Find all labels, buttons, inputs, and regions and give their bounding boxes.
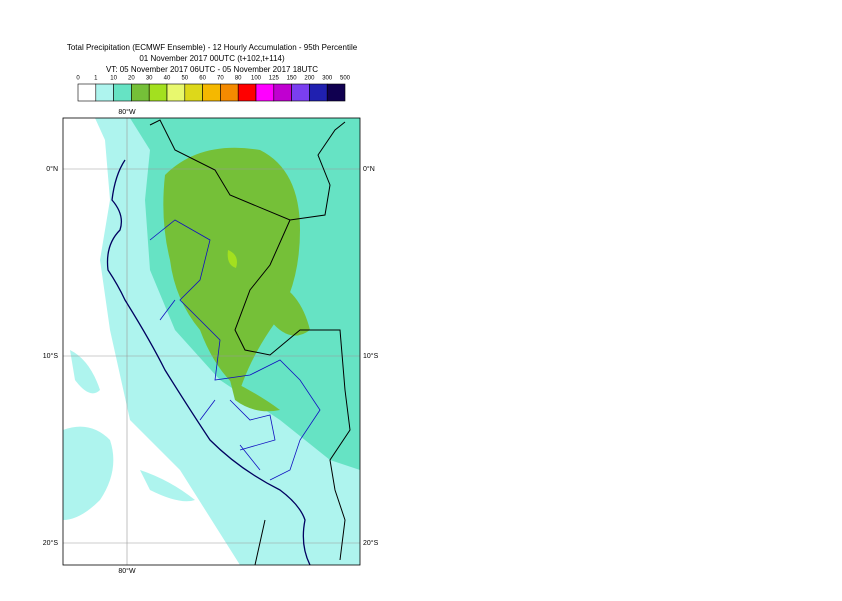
lat-label: 0°N: [363, 165, 375, 173]
lat-label: 20°S: [363, 539, 379, 547]
legend-swatch: [148, 83, 168, 102]
valid-time: VT: 05 November 2017 06UTC - 05 November…: [106, 65, 318, 74]
legend-swatch: [77, 83, 97, 102]
legend-label: 20: [128, 76, 135, 82]
legend-swatch: [166, 83, 186, 102]
legend-label: 40: [164, 76, 171, 82]
base-time: 01 November 2017 00UTC (t+102,t+114): [139, 54, 285, 63]
map: [63, 118, 360, 565]
legend-label: 60: [199, 76, 206, 82]
legend-swatch: [237, 83, 257, 102]
legend-swatch: [273, 83, 292, 102]
legend-swatch: [291, 83, 310, 102]
legend-swatch: [326, 83, 346, 102]
legend-label: 80: [235, 76, 242, 82]
legend-label: 100: [251, 76, 262, 82]
legend-swatch: [95, 83, 114, 102]
title: Total Precipitation (ECMWF Ensemble) - 1…: [67, 43, 358, 52]
legend-label: 30: [146, 76, 153, 82]
lon-label: 80°W: [118, 567, 136, 575]
legend-swatch: [184, 83, 203, 102]
legend-label: 10: [110, 76, 117, 82]
lat-label: 10°S: [363, 352, 379, 360]
legend-label: 200: [304, 76, 315, 82]
lat-label: 20°S: [43, 539, 59, 547]
legend-label: 150: [287, 76, 298, 82]
legend-swatch: [255, 83, 275, 102]
map-frame: [62, 117, 361, 566]
legend-label: 50: [181, 76, 188, 82]
legend-swatch: [202, 83, 221, 102]
legend-label: 70: [217, 76, 224, 82]
lat-label: 10°S: [43, 352, 59, 360]
legend-label: 0: [76, 76, 80, 82]
legend-label: 1: [94, 76, 98, 82]
legend-label: 125: [269, 76, 280, 82]
lon-label: 80°W: [118, 108, 136, 116]
legend-swatch: [113, 83, 132, 102]
legend-swatch: [309, 83, 328, 102]
legend-label: 300: [322, 76, 333, 82]
legend-swatch: [220, 83, 239, 102]
legend-swatch: [131, 83, 150, 102]
legend-label: 500: [340, 76, 351, 82]
lat-label: 0°N: [46, 165, 58, 173]
legend: 0 1 10 20 30 40 50 60 70 80 100 125 150 200 300 500: [76, 76, 351, 102]
